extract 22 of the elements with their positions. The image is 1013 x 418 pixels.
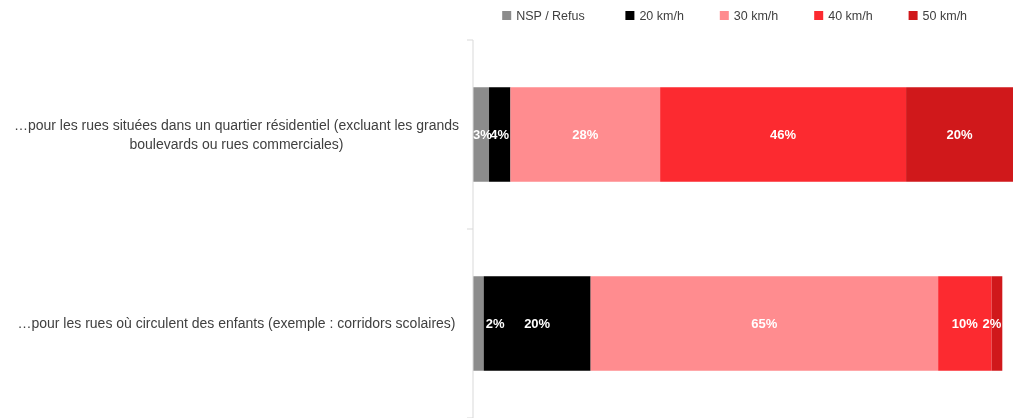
bar	[660, 87, 907, 182]
bar	[590, 276, 939, 371]
data-label: 4%	[490, 127, 510, 143]
data-label: 2%	[982, 316, 1002, 332]
bar	[510, 87, 661, 182]
data-label: 46%	[770, 127, 797, 143]
data-label: 28%	[572, 127, 599, 143]
data-label: 2%	[485, 316, 505, 332]
y-tick-label: …pour les rues situées dans un quartier résidentiel (excluant les grands boulevards ou rues commerciales)	[13, 116, 460, 152]
data-label: 20%	[946, 127, 973, 143]
legend-label: 20 km/h	[639, 9, 684, 24]
data-label: 20%	[524, 316, 551, 332]
data-label: 65%	[751, 316, 778, 332]
bar	[906, 87, 1013, 182]
legend-label: 30 km/h	[733, 9, 779, 24]
bar	[473, 276, 484, 371]
bar	[483, 276, 591, 371]
legend-label: 50 km/h	[922, 9, 968, 24]
y-tick-label: …pour les rues où circulent des enfants (exemple : corridors scolaires)	[17, 315, 456, 332]
legend-label: 40 km/h	[828, 9, 873, 24]
data-label: 10%	[951, 316, 979, 332]
legend-label: NSP / Refus	[516, 9, 585, 24]
